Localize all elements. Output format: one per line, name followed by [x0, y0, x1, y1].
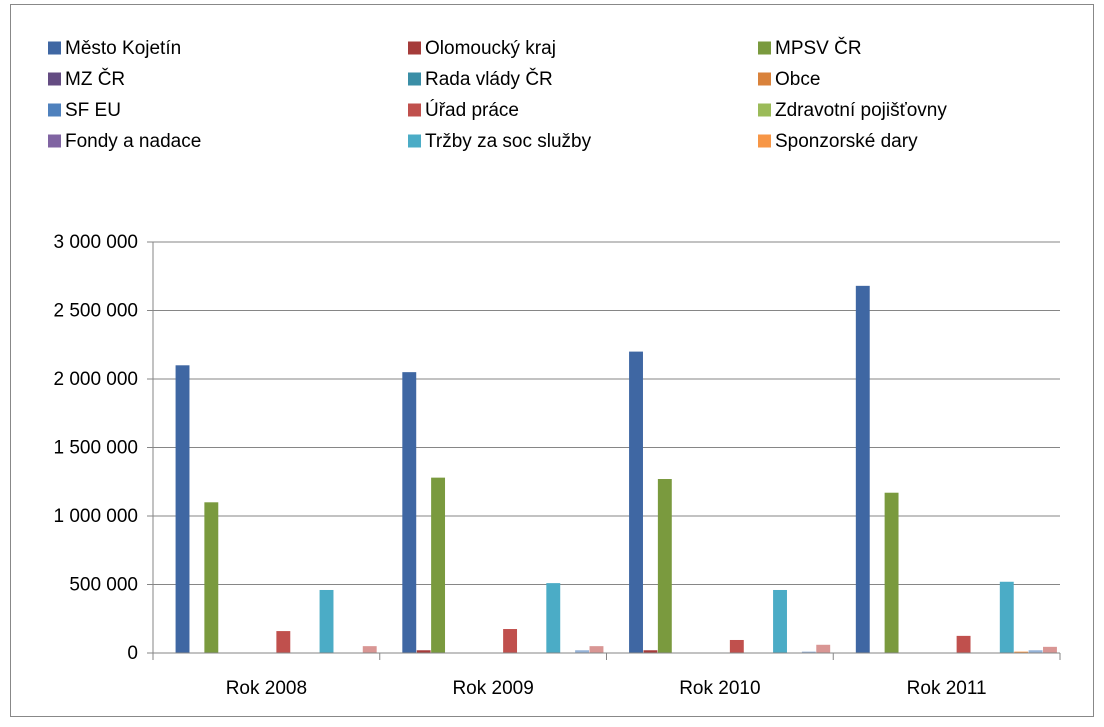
bar [1043, 646, 1057, 653]
bar [276, 631, 291, 653]
bar [503, 629, 518, 653]
y-tick-label: 1 500 000 [53, 438, 138, 459]
legend-swatch [758, 72, 771, 86]
y-tick-label: 2 500 000 [53, 301, 138, 322]
bar [729, 639, 744, 653]
bar [575, 650, 590, 653]
bar [402, 372, 417, 653]
bar [1014, 651, 1029, 653]
legend-label: MZ ČR [65, 68, 125, 90]
y-tick-label: 500 000 [69, 575, 138, 596]
bar [589, 646, 604, 653]
bar [431, 477, 446, 653]
y-tick-label: 0 [127, 643, 138, 664]
x-tick-label: Rok 2010 [679, 678, 760, 699]
legend-swatch [758, 134, 771, 148]
legend-label: Sponzorské dary [775, 131, 918, 152]
x-tick-label: Rok 2008 [226, 678, 307, 699]
bar [629, 351, 643, 653]
legend-swatch [48, 72, 61, 86]
bar [801, 651, 816, 653]
bar [546, 583, 561, 653]
legend-label: Rada vlády ČR [425, 68, 553, 90]
bar [362, 646, 377, 653]
y-tick-label: 3 000 000 [53, 232, 138, 253]
bar [175, 365, 190, 653]
x-tick-label: Rok 2009 [452, 678, 533, 699]
legend-swatch [408, 103, 421, 117]
legend-label: Olomoucký kraj [425, 38, 556, 59]
legend-swatch [758, 41, 771, 55]
legend-swatch [48, 41, 61, 55]
legend-swatch [48, 103, 61, 117]
x-tick-label: Rok 2011 [907, 678, 987, 699]
legend-swatch [408, 134, 421, 148]
legend-swatch [408, 41, 421, 55]
legend-label: Fondy a nadace [65, 131, 201, 152]
legend-swatch [408, 72, 421, 86]
bar [1028, 650, 1043, 653]
bar [204, 502, 219, 653]
legend-label: Obce [775, 69, 820, 90]
bar [643, 650, 658, 653]
bar [319, 589, 334, 653]
bar [816, 644, 831, 653]
bar [773, 589, 787, 653]
legend-label: MPSV ČR [775, 37, 862, 59]
legend-label: Úřad práce [425, 99, 519, 121]
bar [657, 479, 672, 653]
bar [884, 492, 899, 653]
bar [855, 285, 870, 653]
legend-label: Tržby za soc služby [425, 131, 592, 152]
legend-label: SF EU [65, 100, 121, 121]
legend-swatch [758, 103, 771, 117]
y-tick-label: 2 000 000 [53, 369, 138, 390]
legend-label: Město Kojetín [65, 38, 181, 59]
bar [999, 581, 1014, 653]
legend-label: Zdravotní pojišťovny [775, 100, 947, 121]
legend-swatch [48, 134, 61, 148]
bar [416, 650, 431, 653]
bar [956, 635, 971, 653]
y-tick-label: 1 000 000 [53, 506, 138, 527]
